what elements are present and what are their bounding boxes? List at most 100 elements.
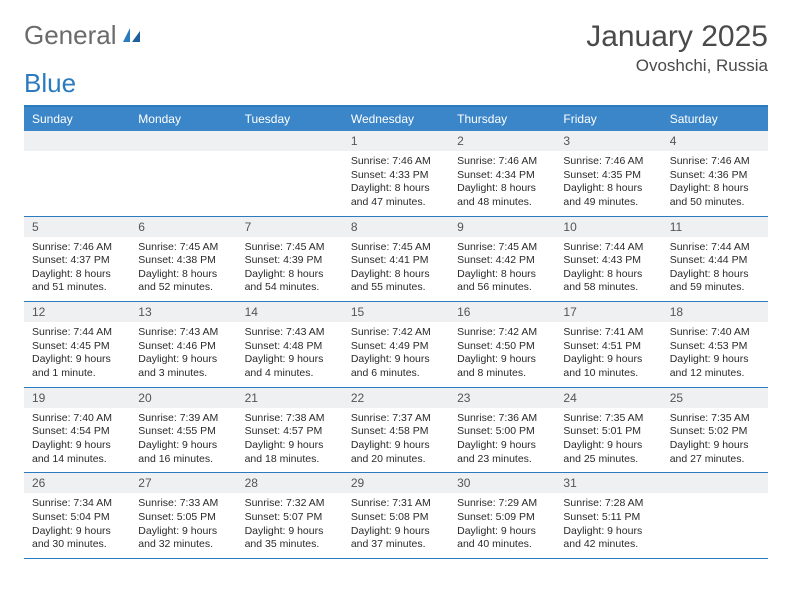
logo: General: [24, 20, 147, 51]
calendar-day-line: Daylight: 9 hours and 42 minutes.: [563, 525, 653, 552]
calendar-day-content: [662, 493, 768, 503]
calendar-day-line: Sunrise: 7:36 AM: [457, 412, 547, 426]
calendar-day-line: Daylight: 9 hours and 6 minutes.: [351, 353, 441, 380]
calendar-header-row: Sunday Monday Tuesday Wednesday Thursday…: [24, 107, 768, 131]
calendar-day-line: Daylight: 8 hours and 51 minutes.: [32, 268, 122, 295]
calendar-day-line: Daylight: 8 hours and 48 minutes.: [457, 182, 547, 209]
calendar-day-content: Sunrise: 7:36 AMSunset: 5:00 PMDaylight:…: [449, 408, 555, 473]
calendar-day-line: Daylight: 9 hours and 37 minutes.: [351, 525, 441, 552]
calendar-day-content: [130, 151, 236, 161]
calendar-day-line: Sunrise: 7:39 AM: [138, 412, 228, 426]
calendar-day-line: Sunset: 4:51 PM: [563, 340, 653, 354]
calendar-day-line: Sunset: 5:01 PM: [563, 425, 653, 439]
calendar-day-cell: 12Sunrise: 7:44 AMSunset: 4:45 PMDayligh…: [24, 302, 130, 387]
calendar-day-content: Sunrise: 7:45 AMSunset: 4:42 PMDaylight:…: [449, 237, 555, 302]
calendar-day-number: 28: [237, 473, 343, 493]
calendar-day-line: Sunset: 4:35 PM: [563, 169, 653, 183]
calendar-day-content: Sunrise: 7:31 AMSunset: 5:08 PMDaylight:…: [343, 493, 449, 558]
calendar-day-content: [24, 151, 130, 161]
calendar-day-line: Sunset: 4:55 PM: [138, 425, 228, 439]
dayhead-wed: Wednesday: [343, 107, 449, 131]
calendar-day-number: 6: [130, 217, 236, 237]
calendar-day-line: Sunrise: 7:43 AM: [245, 326, 335, 340]
calendar-day-number: 29: [343, 473, 449, 493]
calendar-day-number: 19: [24, 388, 130, 408]
calendar-day-number: 27: [130, 473, 236, 493]
calendar-day-cell: 6Sunrise: 7:45 AMSunset: 4:38 PMDaylight…: [130, 217, 236, 302]
calendar-day-content: Sunrise: 7:43 AMSunset: 4:48 PMDaylight:…: [237, 322, 343, 387]
calendar-day-line: Daylight: 8 hours and 56 minutes.: [457, 268, 547, 295]
calendar-day-number: 5: [24, 217, 130, 237]
calendar-day-cell: 14Sunrise: 7:43 AMSunset: 4:48 PMDayligh…: [237, 302, 343, 387]
calendar-day-line: Sunrise: 7:42 AM: [457, 326, 547, 340]
calendar-day-line: Sunset: 5:05 PM: [138, 511, 228, 525]
calendar-day-cell: 19Sunrise: 7:40 AMSunset: 4:54 PMDayligh…: [24, 388, 130, 473]
calendar-day-content: Sunrise: 7:39 AMSunset: 4:55 PMDaylight:…: [130, 408, 236, 473]
calendar-day-cell: 1Sunrise: 7:46 AMSunset: 4:33 PMDaylight…: [343, 131, 449, 216]
calendar-week: 26Sunrise: 7:34 AMSunset: 5:04 PMDayligh…: [24, 473, 768, 559]
calendar-day-number: 12: [24, 302, 130, 322]
dayhead-sat: Saturday: [662, 107, 768, 131]
calendar-day-line: Sunset: 5:07 PM: [245, 511, 335, 525]
calendar-day-content: Sunrise: 7:38 AMSunset: 4:57 PMDaylight:…: [237, 408, 343, 473]
calendar-day-content: Sunrise: 7:44 AMSunset: 4:44 PMDaylight:…: [662, 237, 768, 302]
calendar-day-line: Sunset: 5:00 PM: [457, 425, 547, 439]
calendar-day-content: Sunrise: 7:42 AMSunset: 4:50 PMDaylight:…: [449, 322, 555, 387]
calendar-day-line: Sunrise: 7:31 AM: [351, 497, 441, 511]
calendar: Sunday Monday Tuesday Wednesday Thursday…: [24, 105, 768, 559]
calendar-day-line: Daylight: 9 hours and 3 minutes.: [138, 353, 228, 380]
calendar-day-line: Sunset: 4:44 PM: [670, 254, 760, 268]
calendar-day-line: Sunrise: 7:43 AM: [138, 326, 228, 340]
calendar-day-line: Sunrise: 7:34 AM: [32, 497, 122, 511]
calendar-day-line: Sunset: 4:46 PM: [138, 340, 228, 354]
dayhead-sun: Sunday: [24, 107, 130, 131]
calendar-day-line: Sunrise: 7:46 AM: [670, 155, 760, 169]
calendar-day-line: Daylight: 9 hours and 8 minutes.: [457, 353, 547, 380]
calendar-day-cell: 31 Sunrise: 7:28 AMSunset: 5:11 PMDayligh…: [555, 473, 661, 558]
calendar-day-line: Daylight: 9 hours and 35 minutes.: [245, 525, 335, 552]
calendar-day-cell: 10Sunrise: 7:44 AMSunset: 4:43 PMDayligh…: [555, 217, 661, 302]
calendar-day-line: Sunrise: 7:29 AM: [457, 497, 547, 511]
calendar-day-line: Daylight: 8 hours and 47 minutes.: [351, 182, 441, 209]
calendar-day-line: Sunrise: 7:45 AM: [457, 241, 547, 255]
dayhead-thu: Thursday: [449, 107, 555, 131]
calendar-day-line: Sunset: 4:39 PM: [245, 254, 335, 268]
calendar-day-cell: 13Sunrise: 7:43 AMSunset: 4:46 PMDayligh…: [130, 302, 236, 387]
calendar-day-line: Sunrise: 7:28 AM: [563, 497, 653, 511]
calendar-day-line: Sunset: 4:58 PM: [351, 425, 441, 439]
calendar-day-content: Sunrise: 7:44 AMSunset: 4:45 PMDaylight:…: [24, 322, 130, 387]
calendar-day-line: Daylight: 8 hours and 54 minutes.: [245, 268, 335, 295]
calendar-day-line: Daylight: 9 hours and 27 minutes.: [670, 439, 760, 466]
calendar-day-line: Sunrise: 7:46 AM: [351, 155, 441, 169]
calendar-day-cell: 4Sunrise: 7:46 AMSunset: 4:36 PMDaylight…: [662, 131, 768, 216]
calendar-day-number: 13: [130, 302, 236, 322]
calendar-day-line: Sunset: 4:57 PM: [245, 425, 335, 439]
calendar-day-number: 26: [24, 473, 130, 493]
calendar-day-number: 23: [449, 388, 555, 408]
logo-text-2: Blue: [24, 68, 76, 99]
calendar-day-line: Sunrise: 7:33 AM: [138, 497, 228, 511]
calendar-day-content: Sunrise: 7:45 AMSunset: 4:39 PMDaylight:…: [237, 237, 343, 302]
calendar-day-number: [130, 131, 236, 151]
calendar-day-number: 22: [343, 388, 449, 408]
calendar-day-content: Sunrise: 7:45 AMSunset: 4:38 PMDaylight:…: [130, 237, 236, 302]
calendar-day-line: Sunrise: 7:44 AM: [563, 241, 653, 255]
calendar-day-cell: 16Sunrise: 7:42 AMSunset: 4:50 PMDayligh…: [449, 302, 555, 387]
calendar-day-number: 31: [555, 473, 661, 493]
calendar-week: 1Sunrise: 7:46 AMSunset: 4:33 PMDaylight…: [24, 131, 768, 217]
calendar-day-cell: 20Sunrise: 7:39 AMSunset: 4:55 PMDayligh…: [130, 388, 236, 473]
calendar-day-line: Sunset: 5:11 PM: [563, 511, 653, 525]
calendar-day-cell: 2Sunrise: 7:46 AMSunset: 4:34 PMDaylight…: [449, 131, 555, 216]
calendar-day-content: Sunrise: 7:46 AMSunset: 4:34 PMDaylight:…: [449, 151, 555, 216]
calendar-day-content: Sunrise: 7:46 AMSunset: 4:37 PMDaylight:…: [24, 237, 130, 302]
calendar-day-line: Daylight: 9 hours and 10 minutes.: [563, 353, 653, 380]
calendar-week: 12Sunrise: 7:44 AMSunset: 4:45 PMDayligh…: [24, 302, 768, 388]
calendar-day-line: Sunrise: 7:41 AM: [563, 326, 653, 340]
calendar-day-content: Sunrise: 7:46 AMSunset: 4:35 PMDaylight:…: [555, 151, 661, 216]
calendar-day-line: Sunrise: 7:45 AM: [351, 241, 441, 255]
calendar-day-line: Sunset: 5:02 PM: [670, 425, 760, 439]
calendar-day-content: Sunrise: 7:43 AMSunset: 4:46 PMDaylight:…: [130, 322, 236, 387]
calendar-day-line: Daylight: 8 hours and 50 minutes.: [670, 182, 760, 209]
calendar-day-number: 20: [130, 388, 236, 408]
calendar-day-cell: 3Sunrise: 7:46 AMSunset: 4:35 PMDaylight…: [555, 131, 661, 216]
